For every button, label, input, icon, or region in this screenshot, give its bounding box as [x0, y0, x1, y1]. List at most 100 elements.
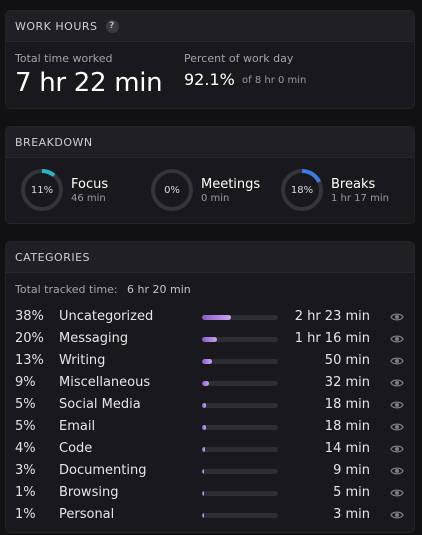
category-name: Email — [59, 419, 96, 434]
category-bar — [202, 403, 278, 408]
visibility-eye-icon[interactable] — [390, 311, 404, 323]
work-hours-title: WORK HOURS — [15, 19, 98, 33]
category-bar-fill — [202, 447, 206, 452]
ring-track — [151, 169, 193, 211]
help-icon[interactable]: ? — [105, 19, 119, 33]
work-hours-panel: WORK HOURS ? Total time worked 7 hr 22 m… — [5, 10, 415, 109]
total-time-label: Total time worked — [15, 52, 113, 65]
visibility-eye-icon[interactable] — [390, 421, 404, 433]
category-name: Documenting — [59, 463, 147, 478]
visibility-eye-icon[interactable] — [390, 377, 404, 389]
breakdown-panel: BREAKDOWN 11% Focus 46 min 0% Meetings 0 min 1… — [5, 126, 415, 224]
category-name: Uncategorized — [59, 309, 154, 324]
tracked-time-label: Total tracked time: — [15, 283, 118, 296]
category-duration: 9 min — [333, 463, 370, 478]
visibility-eye-icon[interactable] — [390, 399, 404, 411]
breakdown-header: BREAKDOWN — [6, 127, 414, 158]
visibility-eye-icon[interactable] — [390, 509, 404, 521]
category-bar-fill — [202, 403, 206, 408]
percent-workday-label: Percent of work day — [184, 52, 294, 65]
visibility-eye-icon[interactable] — [390, 487, 404, 499]
progress-ring: 11% — [20, 168, 64, 212]
category-bar-fill — [202, 315, 231, 320]
category-bar — [202, 513, 278, 518]
category-bar-fill — [202, 359, 212, 364]
visibility-eye-icon[interactable] — [390, 465, 404, 477]
category-duration: 18 min — [324, 397, 370, 412]
ring-percent: 18% — [290, 184, 314, 196]
category-row: 9% Miscellaneous 32 min — [6, 372, 414, 394]
category-bar — [202, 491, 278, 496]
breakdown-name: Meetings — [201, 176, 261, 192]
category-name: Code — [59, 441, 93, 456]
category-name: Writing — [59, 353, 106, 368]
category-bar — [202, 381, 278, 386]
category-name: Personal — [59, 507, 115, 522]
category-duration: 18 min — [324, 419, 370, 434]
total-time-value: 7 hr 22 min — [15, 68, 163, 98]
breakdown-duration: 46 min — [71, 192, 106, 204]
progress-ring: 0% — [150, 168, 194, 212]
visibility-eye-icon[interactable] — [390, 443, 404, 455]
category-bar-fill — [202, 337, 218, 342]
category-bar-fill — [202, 491, 204, 496]
category-bar-fill — [202, 381, 209, 386]
category-percent: 5% — [15, 397, 36, 412]
category-percent: 1% — [15, 507, 36, 522]
category-name: Miscellaneous — [59, 375, 151, 390]
ring-fill — [21, 169, 63, 211]
category-name: Social Media — [59, 397, 141, 412]
category-percent: 13% — [15, 353, 44, 368]
category-duration: 14 min — [324, 441, 370, 456]
categories-title: CATEGORIES — [15, 250, 91, 264]
category-percent: 9% — [15, 375, 36, 390]
category-duration: 32 min — [324, 375, 370, 390]
breakdown-duration: 1 hr 17 min — [331, 192, 389, 204]
category-percent: 4% — [15, 441, 36, 456]
visibility-eye-icon[interactable] — [390, 333, 404, 345]
category-bar-fill — [202, 469, 205, 474]
category-duration: 2 hr 23 min — [294, 309, 370, 324]
tracked-time-value: 6 hr 20 min — [127, 283, 191, 296]
percent-workday-subtext: of 8 hr 0 min — [242, 75, 307, 86]
breakdown-item-breaks: 18% Breaks 1 hr 17 min — [280, 168, 389, 212]
category-name: Messaging — [59, 331, 129, 346]
category-bar — [202, 315, 278, 320]
category-bar — [202, 337, 278, 342]
category-row: 3% Documenting 9 min — [6, 460, 414, 482]
percent-workday-value: 92.1% — [184, 70, 235, 89]
ring-fill — [281, 169, 323, 211]
category-row: 5% Email 18 min — [6, 416, 414, 438]
category-row: 4% Code 14 min — [6, 438, 414, 460]
category-bar-fill — [202, 513, 204, 518]
ring-percent: 11% — [30, 184, 54, 196]
category-row: 13% Writing 50 min — [6, 350, 414, 372]
category-percent: 1% — [15, 485, 36, 500]
categories-panel: CATEGORIES Total tracked time: 6 hr 20 m… — [5, 241, 415, 533]
category-duration: 50 min — [324, 353, 370, 368]
progress-ring: 18% — [280, 168, 324, 212]
category-bar — [202, 425, 278, 430]
category-row: 1% Browsing 5 min — [6, 482, 414, 504]
category-percent: 3% — [15, 463, 36, 478]
breakdown-name: Focus — [71, 176, 109, 192]
category-duration: 5 min — [333, 485, 370, 500]
category-row: 5% Social Media 18 min — [6, 394, 414, 416]
category-row: 1% Personal 3 min — [6, 504, 414, 526]
category-bar-fill — [202, 425, 206, 430]
category-row: 38% Uncategorized 2 hr 23 min — [6, 306, 414, 328]
work-hours-header: WORK HOURS ? — [6, 11, 414, 42]
category-duration: 3 min — [333, 507, 370, 522]
category-bar — [202, 469, 278, 474]
category-percent: 38% — [15, 309, 44, 324]
category-name: Browsing — [59, 485, 119, 500]
category-percent: 5% — [15, 419, 36, 434]
breakdown-name: Breaks — [331, 176, 376, 192]
category-duration: 1 hr 16 min — [294, 331, 370, 346]
breakdown-item-focus: 11% Focus 46 min — [20, 168, 108, 212]
visibility-eye-icon[interactable] — [390, 355, 404, 367]
breakdown-duration: 0 min — [201, 192, 230, 204]
category-list: 38% Uncategorized 2 hr 23 min 20% Messaging 1… — [6, 306, 414, 526]
breakdown-item-meetings: 0% Meetings 0 min — [150, 168, 260, 212]
ring-percent: 0% — [164, 184, 180, 196]
